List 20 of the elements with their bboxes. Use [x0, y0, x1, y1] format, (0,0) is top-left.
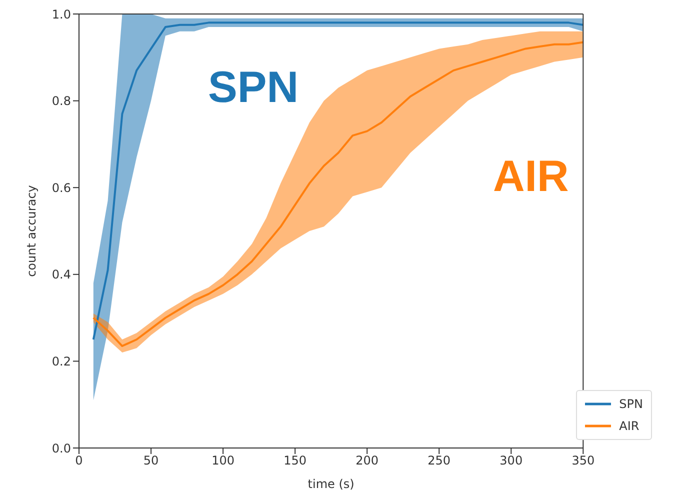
x-tick-label: 100 [212, 454, 234, 468]
y-tick-label: 0.2 [52, 354, 71, 368]
y-tick-label: 0.8 [52, 94, 71, 108]
x-axis-title: time (s) [308, 477, 354, 491]
y-tick-label: 0.6 [52, 180, 71, 195]
legend-label: SPN [619, 396, 643, 413]
y-tick-label: 0.0 [52, 441, 71, 456]
x-tick-label: 50 [143, 454, 159, 468]
annotation: AIR [493, 152, 569, 201]
annotation: SPN [208, 63, 298, 112]
x-tick-label: 150 [284, 454, 307, 468]
x-tick-label: 200 [356, 454, 379, 468]
y-tick-label: 1.0 [52, 7, 71, 22]
x-tick-label: 250 [428, 454, 451, 468]
x-tick-label: 300 [500, 454, 523, 468]
legend-label: AIR [619, 418, 640, 435]
y-tick-label: 0.4 [52, 268, 71, 282]
x-tick-label: 350 [572, 454, 595, 468]
y-axis-title: count accuracy [24, 185, 38, 277]
x-tick-label: 0 [75, 454, 83, 468]
